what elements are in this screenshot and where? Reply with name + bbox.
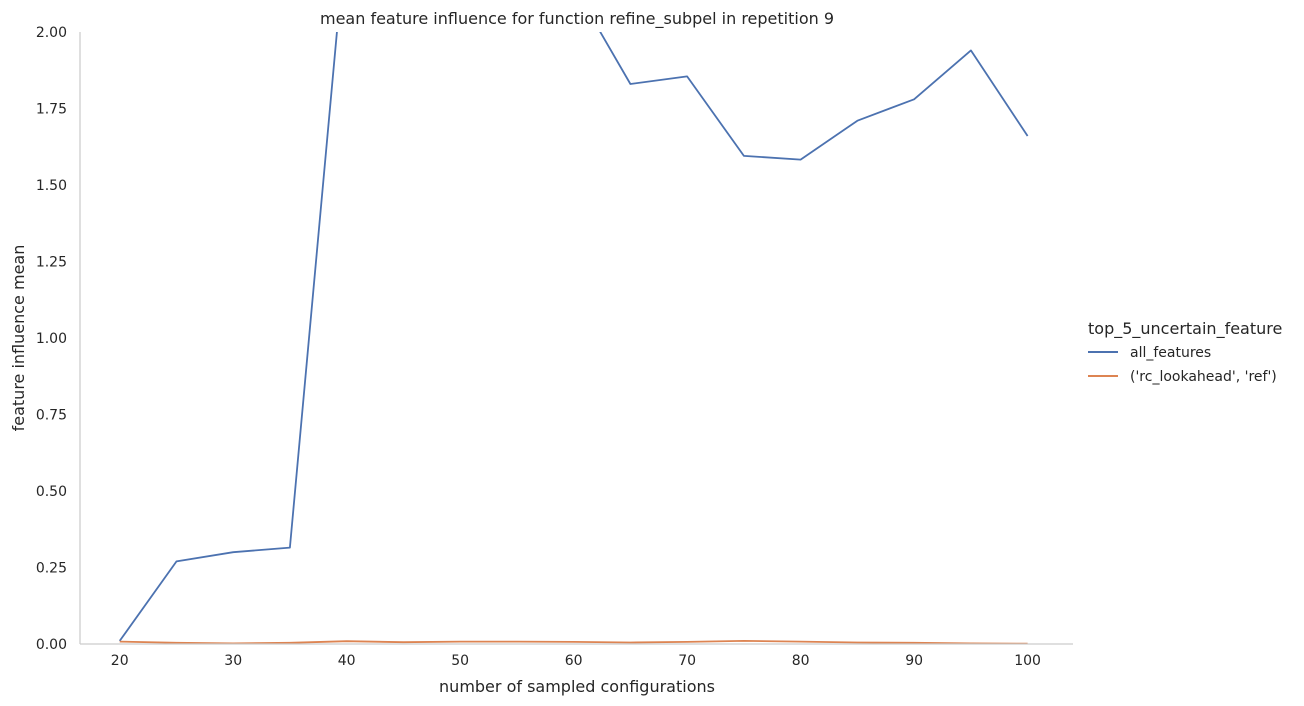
x-tick-label: 30	[224, 653, 242, 669]
legend: top_5_uncertain_feature all_features ('rc…	[1088, 319, 1282, 385]
x-tick-label: 50	[451, 653, 469, 669]
series-line-1	[119, 640, 1028, 644]
x-tick-label: 70	[678, 653, 696, 669]
y-tick-label: 1.25	[36, 255, 67, 271]
series-layer	[118, 32, 1029, 644]
x-tick-label: 80	[792, 653, 810, 669]
y-tick-labels: 0.00 0.25 0.50 0.75 1.00 1.25 1.50 1.75 2.00	[36, 25, 67, 653]
legend-title: top_5_uncertain_feature	[1088, 319, 1282, 339]
legend-label: ('rc_lookahead', 'ref')	[1130, 369, 1277, 385]
y-axis-label: feature influence mean	[9, 245, 28, 432]
x-tick-label: 60	[565, 653, 583, 669]
y-tick-label: 2.00	[36, 25, 67, 41]
y-tick-label: 0.75	[36, 408, 67, 424]
x-axis-label: number of sampled configurations	[439, 677, 715, 696]
x-tick-label: 100	[1014, 653, 1041, 669]
legend-label: all_features	[1130, 345, 1211, 361]
x-tick-label: 90	[905, 653, 923, 669]
chart-title: mean feature influence for function refi…	[320, 9, 834, 29]
x-tick-labels: 20 30 40 50 60 70 80 90 100	[111, 653, 1041, 669]
y-tick-label: 0.00	[36, 637, 67, 653]
y-tick-label: 0.25	[36, 561, 67, 577]
x-tick-label: 40	[338, 653, 356, 669]
y-tick-label: 1.75	[36, 102, 67, 118]
y-tick-label: 1.50	[36, 178, 67, 194]
y-tick-label: 0.50	[36, 484, 67, 500]
x-tick-label: 20	[111, 653, 129, 669]
series-line-0	[118, 32, 1029, 642]
y-tick-label: 1.00	[36, 331, 67, 347]
